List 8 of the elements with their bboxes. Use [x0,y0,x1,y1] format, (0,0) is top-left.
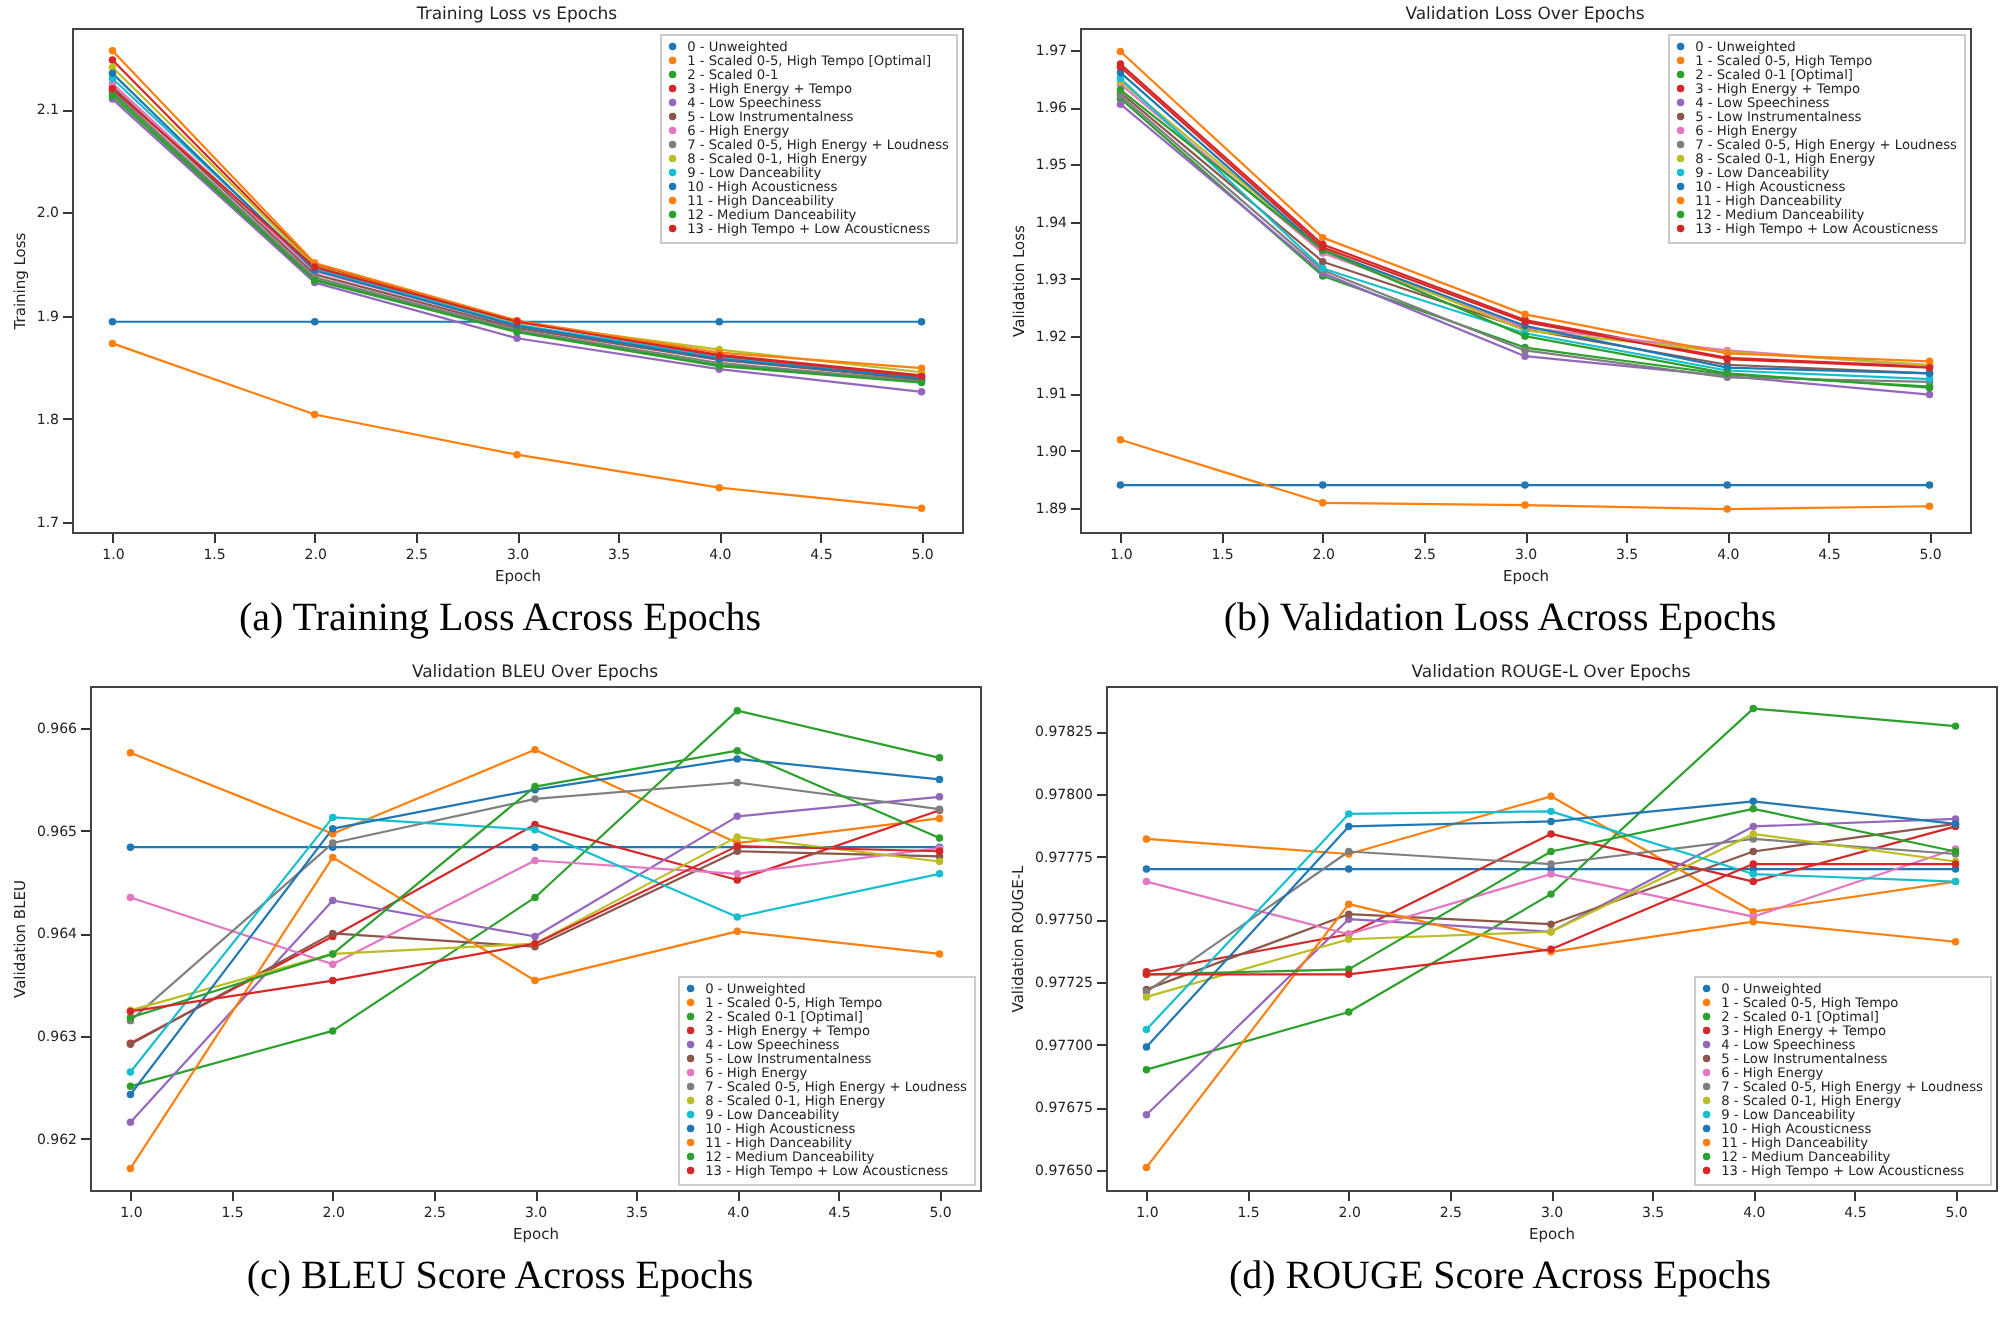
text: (d) ROUGE Score Across Epochs [1228,1254,1772,1300]
chart-title: Validation ROUGE-L Over Epochs [1411,663,1692,683]
text: (c) BLEU Score Across Epochs [246,1254,754,1300]
chart-title: Training Loss vs Epochs [414,5,619,25]
text: (a) Training Loss Across Epochs [238,596,762,642]
chart-title: Validation Loss Over Epochs [1405,5,1646,25]
text: (b) Validation Loss Across Epochs [1223,596,1777,642]
chart-title: Validation BLEU Over Epochs [411,663,660,683]
